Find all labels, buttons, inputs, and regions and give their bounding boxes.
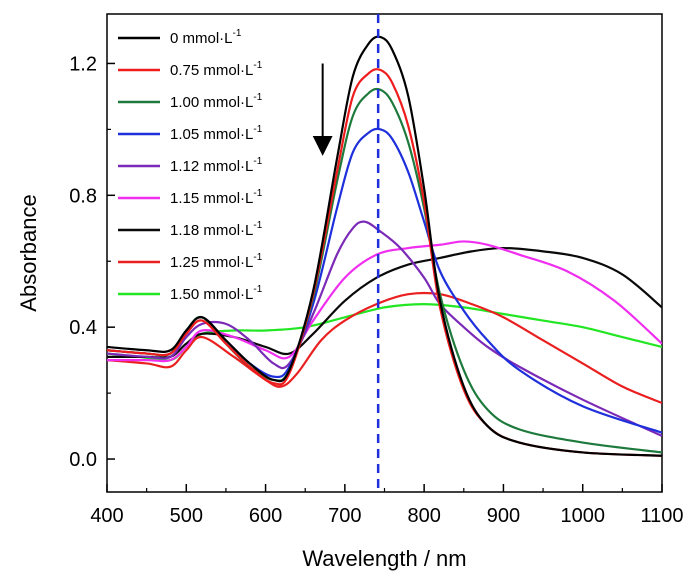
legend-label: 1.05 mmol·L-1 [170, 124, 263, 143]
y-tick-label: 0.8 [69, 185, 97, 207]
y-axis: 0.0 0.4 0.8 1.2 [69, 53, 115, 471]
legend-label: 1.25 mmol·L-1 [170, 252, 263, 271]
legend-label: 1.12 mmol·L-1 [170, 156, 263, 175]
x-axis: 400 500 600 700 800 900 1000 1100 [90, 484, 684, 527]
series-line [107, 240, 662, 363]
legend: 0 mmol·L-1 0.75 mmol·L-1 1.00 mmol·L-1 1.05… [118, 28, 263, 303]
x-tick-label: 400 [90, 505, 123, 527]
x-tick-label: 500 [170, 505, 203, 527]
y-tick-label: 0.0 [69, 449, 97, 471]
legend-label: 1.18 mmol·L-1 [170, 220, 263, 239]
x-axis-title: Wavelength / nm [302, 546, 466, 571]
x-tick-label: 800 [407, 505, 440, 527]
legend-label: 1.15 mmol·L-1 [170, 188, 263, 207]
series-line [107, 291, 662, 405]
y-tick-label: 0.4 [69, 317, 97, 339]
series-lines [107, 35, 662, 457]
series-line [107, 35, 662, 457]
x-tick-label: 1000 [560, 505, 605, 527]
y-tick-label: 1.2 [69, 53, 97, 75]
x-tick-label: 600 [249, 505, 282, 527]
y-axis-title: Absorbance [16, 194, 41, 311]
legend-label: 1.50 mmol·L-1 [170, 284, 263, 303]
x-tick-label: 700 [328, 505, 361, 527]
legend-label: 1.00 mmol·L-1 [170, 92, 263, 111]
legend-label: 0 mmol·L-1 [170, 28, 242, 47]
series-line [107, 220, 662, 437]
series-line [107, 246, 662, 359]
x-tick-label: 900 [487, 505, 520, 527]
x-tick-label: 1100 [640, 505, 683, 527]
legend-label: 0.75 mmol·L-1 [170, 60, 263, 79]
